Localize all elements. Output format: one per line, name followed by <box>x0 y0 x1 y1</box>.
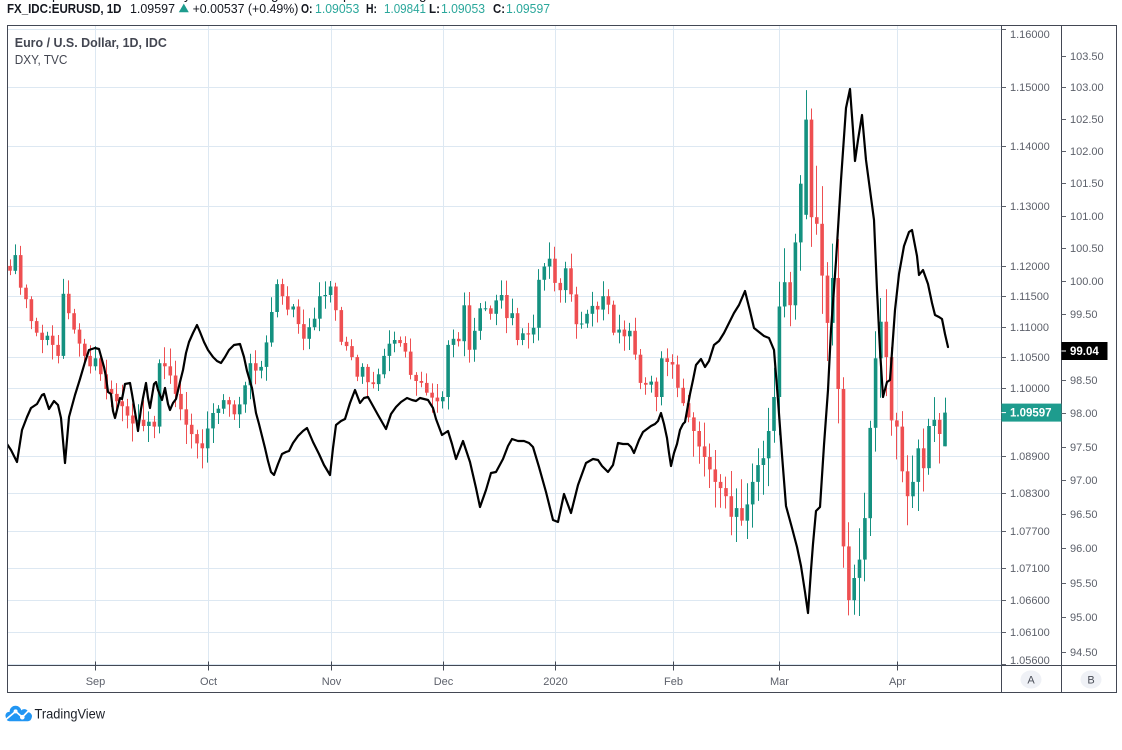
svg-text:DXY, TVC: DXY, TVC <box>15 53 68 67</box>
svg-text:96.00: 96.00 <box>1070 543 1098 555</box>
svg-text:1.13000: 1.13000 <box>1010 201 1050 213</box>
svg-text:1.09053: 1.09053 <box>315 1 359 16</box>
svg-text:1.06600: 1.06600 <box>1010 595 1050 607</box>
svg-text:96.50: 96.50 <box>1070 509 1098 521</box>
svg-text:100.00: 100.00 <box>1070 276 1104 288</box>
svg-text:1.07100: 1.07100 <box>1010 563 1050 575</box>
svg-text:Feb: Feb <box>664 676 683 688</box>
svg-text:Oct: Oct <box>200 676 217 688</box>
svg-text:97.00: 97.00 <box>1070 475 1098 487</box>
svg-text:99.50: 99.50 <box>1070 309 1098 321</box>
svg-text:1.08300: 1.08300 <box>1010 488 1050 500</box>
svg-text:Mar: Mar <box>770 676 789 688</box>
svg-text:1.09597: 1.09597 <box>130 1 175 16</box>
svg-text:1.14000: 1.14000 <box>1010 141 1050 153</box>
svg-text:A: A <box>1027 675 1035 687</box>
svg-text:1.10500: 1.10500 <box>1010 352 1050 364</box>
svg-text:98.50: 98.50 <box>1070 375 1098 387</box>
svg-text:100.50: 100.50 <box>1070 243 1104 255</box>
svg-text:Sep: Sep <box>86 676 106 688</box>
svg-text:94.50: 94.50 <box>1070 647 1098 659</box>
svg-text:1.10000: 1.10000 <box>1010 383 1050 395</box>
svg-text:95.00: 95.00 <box>1070 612 1098 624</box>
svg-text:Euro / U.S. Dollar, 1D, IDC: Euro / U.S. Dollar, 1D, IDC <box>15 36 167 50</box>
svg-text:1.07700: 1.07700 <box>1010 526 1050 538</box>
svg-text:98.00: 98.00 <box>1070 408 1098 420</box>
svg-text:1.09597: 1.09597 <box>506 1 550 16</box>
svg-text:101.50: 101.50 <box>1070 178 1104 190</box>
svg-text:TradingView: TradingView <box>35 705 106 721</box>
svg-text:1.09841: 1.09841 <box>384 1 426 16</box>
svg-text:102.00: 102.00 <box>1070 146 1104 158</box>
svg-text:101.00: 101.00 <box>1070 211 1104 223</box>
svg-text:C:: C: <box>493 1 505 16</box>
svg-text:1.15000: 1.15000 <box>1010 82 1050 94</box>
svg-text:B: B <box>1087 675 1094 687</box>
svg-text:102.50: 102.50 <box>1070 114 1104 126</box>
svg-text:1.06100: 1.06100 <box>1010 627 1050 639</box>
svg-text:103.50: 103.50 <box>1070 51 1104 63</box>
svg-text:1.09053: 1.09053 <box>441 1 485 16</box>
svg-text:1.05600: 1.05600 <box>1010 655 1050 667</box>
svg-text:1.16000: 1.16000 <box>1010 29 1050 41</box>
svg-text:103.00: 103.00 <box>1070 82 1104 94</box>
svg-text:L:: L: <box>429 1 440 16</box>
svg-text:1.11000: 1.11000 <box>1010 322 1049 334</box>
svg-text:1.08900: 1.08900 <box>1010 451 1050 463</box>
svg-text:95.50: 95.50 <box>1070 578 1098 590</box>
svg-text:1.12000: 1.12000 <box>1010 261 1050 273</box>
svg-text:FX_IDC:EURUSD, 1D: FX_IDC:EURUSD, 1D <box>7 1 122 16</box>
svg-text:+0.00537 (+0.49%): +0.00537 (+0.49%) <box>193 1 299 16</box>
svg-text:97.50: 97.50 <box>1070 442 1098 454</box>
svg-text:Apr: Apr <box>889 676 906 688</box>
svg-text:1.11500: 1.11500 <box>1010 291 1049 303</box>
svg-text:99.04: 99.04 <box>1070 346 1099 358</box>
svg-text:2020: 2020 <box>543 676 567 688</box>
svg-text:Nov: Nov <box>322 676 342 688</box>
svg-text:1.09597: 1.09597 <box>1010 408 1052 420</box>
svg-text:pygpg: pygpg <box>52 0 427 2</box>
svg-text:Dec: Dec <box>434 676 454 688</box>
svg-text:H:: H: <box>366 1 377 16</box>
svg-text:O:: O: <box>301 1 313 16</box>
